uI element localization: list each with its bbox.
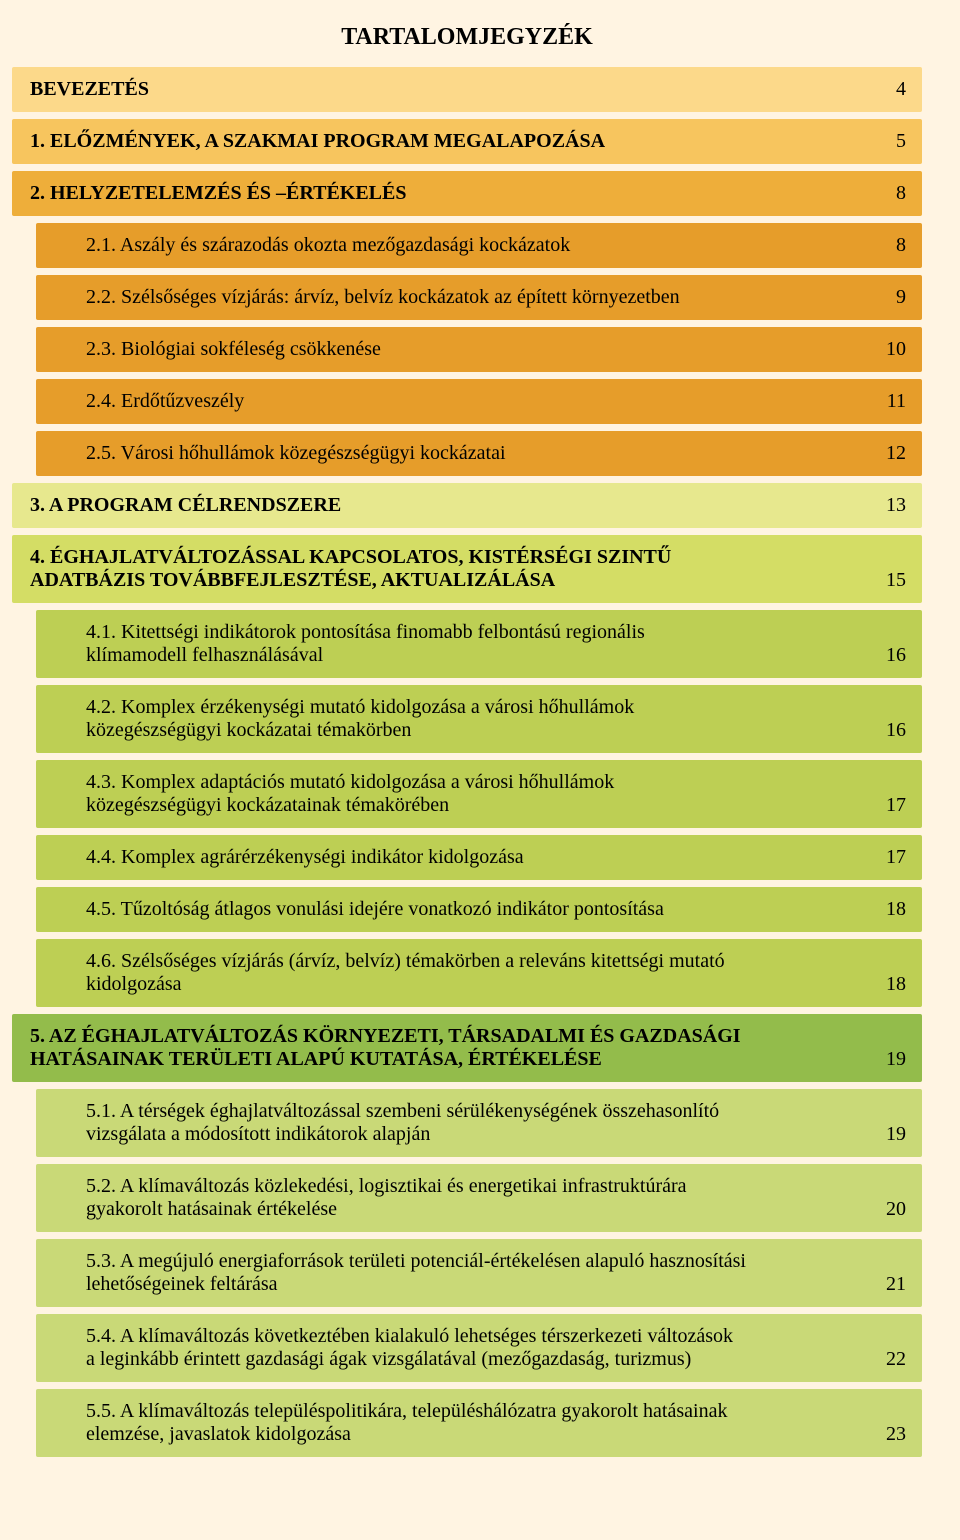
toc-label: közegészségügyi kockázatai témakörben (86, 719, 868, 742)
toc-page-number: 21 (886, 1273, 906, 1296)
toc-section-1[interactable]: 1. ELŐZMÉNYEK, A SZAKMAI PROGRAM MEGALAP… (12, 119, 922, 164)
toc-page-number: 11 (887, 390, 906, 413)
toc-label: 2. HELYZETELEMZÉS ÉS –ÉRTÉKELÉS (30, 182, 878, 205)
toc-label: 2.4. Erdőtűzveszély (86, 390, 869, 413)
toc-label: kidolgozása (86, 973, 868, 996)
toc-section-3[interactable]: 3. A PROGRAM CÉLRENDSZERE 13 (12, 483, 922, 528)
toc-page: TARTALOMJEGYZÉK BEVEZETÉS 4 1. ELŐZMÉNYE… (0, 0, 960, 1488)
toc-label: 5.5. A klímaváltozás településpolitikára… (86, 1400, 906, 1423)
toc-subsection-2-5[interactable]: 2.5. Városi hőhullámok közegészségügyi k… (36, 431, 922, 476)
toc-section-2[interactable]: 2. HELYZETELEMZÉS ÉS –ÉRTÉKELÉS 8 (12, 171, 922, 216)
toc-page-number: 13 (886, 494, 906, 517)
toc-label: lehetőségeinek feltárása (86, 1273, 868, 1296)
page-title: TARTALOMJEGYZÉK (12, 24, 922, 51)
toc-label: a leginkább érintett gazdasági ágak vizs… (86, 1348, 868, 1371)
toc-subsection-5-4[interactable]: 5.4. A klímaváltozás következtében kiala… (36, 1314, 922, 1382)
toc-subsection-2-3[interactable]: 2.3. Biológiai sokféleség csökkenése 10 (36, 327, 922, 372)
toc-label: gyakorolt hatásainak értékelése (86, 1198, 868, 1221)
toc-subsection-5-5[interactable]: 5.5. A klímaváltozás településpolitikára… (36, 1389, 922, 1457)
toc-subsection-4-2[interactable]: 4.2. Komplex érzékenységi mutató kidolgo… (36, 685, 922, 753)
toc-page-number: 12 (886, 442, 906, 465)
toc-section-5[interactable]: 5. AZ ÉGHAJLATVÁLTOZÁS KÖRNYEZETI, TÁRSA… (12, 1014, 922, 1082)
toc-subsection-4-4[interactable]: 4.4. Komplex agrárérzékenységi indikátor… (36, 835, 922, 880)
toc-label: 4.2. Komplex érzékenységi mutató kidolgo… (86, 696, 906, 719)
toc-subsection-5-1[interactable]: 5.1. A térségek éghajlatváltozással szem… (36, 1089, 922, 1157)
toc-label: 4.5. Tűzoltóság átlagos vonulási idejére… (86, 898, 868, 921)
toc-label: 2.1. Aszály és szárazodás okozta mezőgaz… (86, 234, 878, 257)
toc-label: 5.2. A klímaváltozás közlekedési, logisz… (86, 1175, 906, 1198)
toc-page-number: 18 (886, 898, 906, 921)
toc-page-number: 20 (886, 1198, 906, 1221)
toc-subsection-4-1[interactable]: 4.1. Kitettségi indikátorok pontosítása … (36, 610, 922, 678)
toc-subsection-5-2[interactable]: 5.2. A klímaváltozás közlekedési, logisz… (36, 1164, 922, 1232)
toc-label: 3. A PROGRAM CÉLRENDSZERE (30, 494, 868, 517)
toc-label: 5.3. A megújuló energiaforrások területi… (86, 1250, 906, 1273)
toc-page-number: 18 (886, 973, 906, 996)
toc-page-number: 9 (896, 286, 906, 309)
toc-label: közegészségügyi kockázatainak témakörébe… (86, 794, 868, 817)
toc-label: 2.3. Biológiai sokféleség csökkenése (86, 338, 868, 361)
toc-label: 1. ELŐZMÉNYEK, A SZAKMAI PROGRAM MEGALAP… (30, 130, 878, 153)
toc-label: 5. AZ ÉGHAJLATVÁLTOZÁS KÖRNYEZETI, TÁRSA… (30, 1025, 906, 1048)
toc-section-bevezetes[interactable]: BEVEZETÉS 4 (12, 67, 922, 112)
toc-subsection-2-1[interactable]: 2.1. Aszály és szárazodás okozta mezőgaz… (36, 223, 922, 268)
toc-section-4[interactable]: 4. ÉGHAJLATVÁLTOZÁSSAL KAPCSOLATOS, KIST… (12, 535, 922, 603)
toc-label: BEVEZETÉS (30, 78, 878, 101)
toc-page-number: 16 (886, 719, 906, 742)
toc-label: klímamodell felhasználásával (86, 644, 868, 667)
toc-page-number: 8 (896, 182, 906, 205)
toc-subsection-4-5[interactable]: 4.5. Tűzoltóság átlagos vonulási idejére… (36, 887, 922, 932)
toc-page-number: 22 (886, 1348, 906, 1371)
toc-subsection-2-2[interactable]: 2.2. Szélsőséges vízjárás: árvíz, belvíz… (36, 275, 922, 320)
toc-label: 5.4. A klímaváltozás következtében kiala… (86, 1325, 906, 1348)
toc-page-number: 23 (886, 1423, 906, 1446)
toc-label: ADATBÁZIS TOVÁBBFEJLESZTÉSE, AKTUALIZÁLÁ… (30, 569, 868, 592)
toc-label: 4.1. Kitettségi indikátorok pontosítása … (86, 621, 906, 644)
toc-page-number: 4 (896, 78, 906, 101)
toc-page-number: 10 (886, 338, 906, 361)
toc-label: elemzése, javaslatok kidolgozása (86, 1423, 868, 1446)
toc-page-number: 19 (886, 1123, 906, 1146)
toc-label: 4.4. Komplex agrárérzékenységi indikátor… (86, 846, 868, 869)
toc-label: 4.6. Szélsőséges vízjárás (árvíz, belvíz… (86, 950, 906, 973)
toc-subsection-2-4[interactable]: 2.4. Erdőtűzveszély 11 (36, 379, 922, 424)
toc-label: 5.1. A térségek éghajlatváltozással szem… (86, 1100, 906, 1123)
toc-label: 4.3. Komplex adaptációs mutató kidolgozá… (86, 771, 906, 794)
toc-page-number: 17 (886, 846, 906, 869)
toc-page-number: 17 (886, 794, 906, 817)
toc-page-number: 16 (886, 644, 906, 667)
toc-label: 4. ÉGHAJLATVÁLTOZÁSSAL KAPCSOLATOS, KIST… (30, 546, 906, 569)
toc-label: 2.2. Szélsőséges vízjárás: árvíz, belvíz… (86, 286, 878, 309)
toc-page-number: 8 (896, 234, 906, 257)
toc-label: HATÁSAINAK TERÜLETI ALAPÚ KUTATÁSA, ÉRTÉ… (30, 1048, 868, 1071)
toc-page-number: 15 (886, 569, 906, 592)
toc-page-number: 5 (896, 130, 906, 153)
toc-subsection-5-3[interactable]: 5.3. A megújuló energiaforrások területi… (36, 1239, 922, 1307)
toc-page-number: 19 (886, 1048, 906, 1071)
toc-label: vizsgálata a módosított indikátorok alap… (86, 1123, 868, 1146)
toc-subsection-4-3[interactable]: 4.3. Komplex adaptációs mutató kidolgozá… (36, 760, 922, 828)
toc-subsection-4-6[interactable]: 4.6. Szélsőséges vízjárás (árvíz, belvíz… (36, 939, 922, 1007)
toc-label: 2.5. Városi hőhullámok közegészségügyi k… (86, 442, 868, 465)
